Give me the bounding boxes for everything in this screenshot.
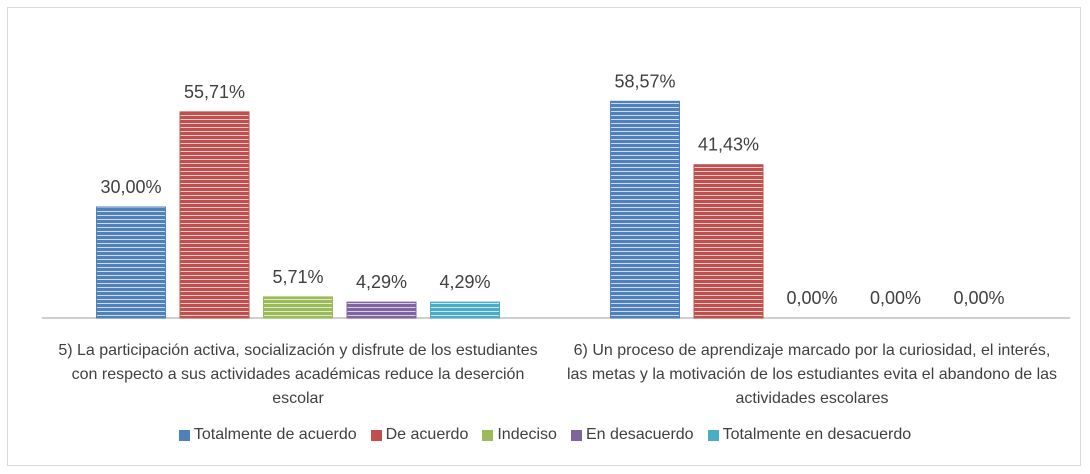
category-label: 5) La participación activa, socializació… [58, 342, 538, 407]
legend-label: De acuerdo [385, 426, 469, 443]
legend-item: En desacuerdo [570, 426, 694, 444]
value-label: 30,00% [100, 177, 161, 197]
legend-label: En desacuerdo [585, 426, 694, 443]
value-label: 0,00% [870, 288, 921, 308]
legend-label: Indeciso [497, 426, 557, 443]
bar [96, 206, 166, 319]
value-label: 55,71% [184, 82, 245, 102]
value-label: 0,00% [786, 288, 837, 308]
value-label: 4,29% [439, 272, 490, 292]
legend-item: Totalmente en desacuerdo [707, 426, 912, 444]
legend-swatch [707, 429, 719, 441]
legend-swatch [570, 429, 582, 441]
value-label: 41,43% [698, 135, 759, 155]
bar [179, 111, 250, 319]
legend-label: Totalmente de acuerdo [193, 426, 357, 443]
legend-item: Totalmente de acuerdo [178, 426, 357, 444]
value-label: 4,29% [356, 272, 407, 292]
legend-swatch [482, 429, 494, 441]
bar [430, 301, 500, 319]
bar [346, 301, 417, 319]
category-label: 6) Un proceso de aprendizaje marcado por… [566, 342, 1058, 407]
legend-item: Indeciso [482, 426, 557, 444]
bar [693, 164, 764, 319]
value-label: 5,71% [272, 267, 323, 287]
chart-frame [7, 7, 1081, 466]
value-label: 0,00% [953, 288, 1004, 308]
legend-swatch [370, 429, 382, 441]
legend-swatch [178, 429, 190, 441]
value-label: 58,57% [614, 71, 675, 91]
bar [610, 100, 680, 319]
legend: Totalmente de acuerdo De acuerdo Indeciso E… [0, 426, 1090, 444]
legend-label: Totalmente en desacuerdo [722, 426, 912, 443]
legend-item: De acuerdo [370, 426, 469, 444]
bar [263, 296, 333, 319]
